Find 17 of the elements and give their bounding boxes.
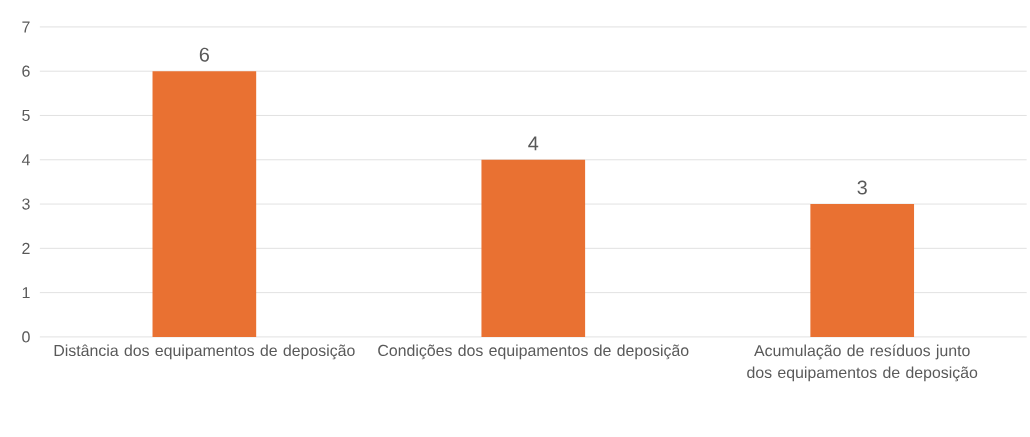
y-tick-label: 7 — [22, 21, 30, 33]
data-label: 3 — [857, 180, 867, 195]
x-tick-label: Condições dos equipamentos de deposição — [378, 344, 689, 360]
bar — [810, 204, 915, 338]
bar — [152, 71, 257, 338]
data-label: 4 — [528, 136, 539, 151]
y-tick-label: 6 — [22, 65, 30, 78]
y-tick-label: 1 — [22, 287, 30, 299]
bar — [481, 159, 586, 338]
x-tick-label: Acumulação de resíduos junto dos equipamentos de deposição — [747, 344, 978, 382]
y-tick-label: 0 — [22, 331, 30, 343]
y-tick-label: 5 — [22, 110, 30, 122]
data-label: 6 — [199, 47, 209, 62]
y-tick-label: 2 — [22, 243, 30, 255]
y-tick-label: 4 — [21, 154, 30, 166]
x-tick-label: Distância dos equipamentos de deposição — [54, 344, 355, 360]
y-tick-label: 3 — [22, 198, 30, 210]
